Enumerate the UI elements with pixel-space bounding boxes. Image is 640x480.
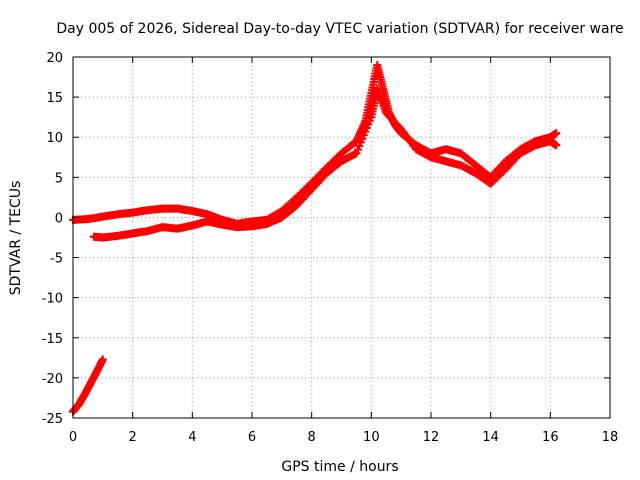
series-sdtvar-upper [69, 61, 561, 228]
x-tick-label: 12 [423, 430, 440, 445]
y-tick-label: 0 [55, 211, 63, 226]
x-tick-label: 0 [69, 430, 77, 445]
y-tick-label: -15 [42, 332, 63, 347]
y-tick-label: -20 [42, 372, 63, 387]
y-tick-label: 15 [46, 91, 63, 106]
y-tick-label: -25 [42, 412, 63, 427]
x-tick-label: 8 [308, 430, 316, 445]
data-point [552, 141, 561, 150]
x-tick-label: 4 [188, 430, 196, 445]
y-tick-label: 20 [46, 51, 63, 66]
data-point [552, 129, 561, 138]
x-tick-label: 14 [482, 430, 499, 445]
y-tick-label: -10 [42, 292, 63, 307]
chart-title: Day 005 of 2026, Sidereal Day-to-day VTE… [56, 21, 623, 37]
data-points [69, 61, 561, 416]
series-sdtvar-lower [89, 85, 561, 242]
y-tick-label: -5 [50, 252, 63, 267]
x-tick-label: 2 [129, 430, 137, 445]
series-early-drop [69, 355, 107, 416]
x-axis-label: GPS time / hours [281, 459, 398, 475]
x-tick-label: 16 [542, 430, 559, 445]
x-tick-label: 18 [602, 430, 619, 445]
plot-frame [72, 56, 611, 419]
y-tick-label: 5 [55, 171, 63, 186]
data-point [98, 355, 107, 364]
grid-lines [73, 57, 610, 418]
x-tick-label: 10 [363, 430, 380, 445]
axis-ticks: 0 2 4 6 8 10 12 14 16 18 -25 -20 -15 -10 -5 0 5 10 15 20 [42, 51, 619, 445]
y-tick-label: 10 [46, 131, 63, 146]
x-tick-label: 6 [248, 430, 256, 445]
y-axis-label: SDTVAR / TECUs [8, 181, 24, 296]
